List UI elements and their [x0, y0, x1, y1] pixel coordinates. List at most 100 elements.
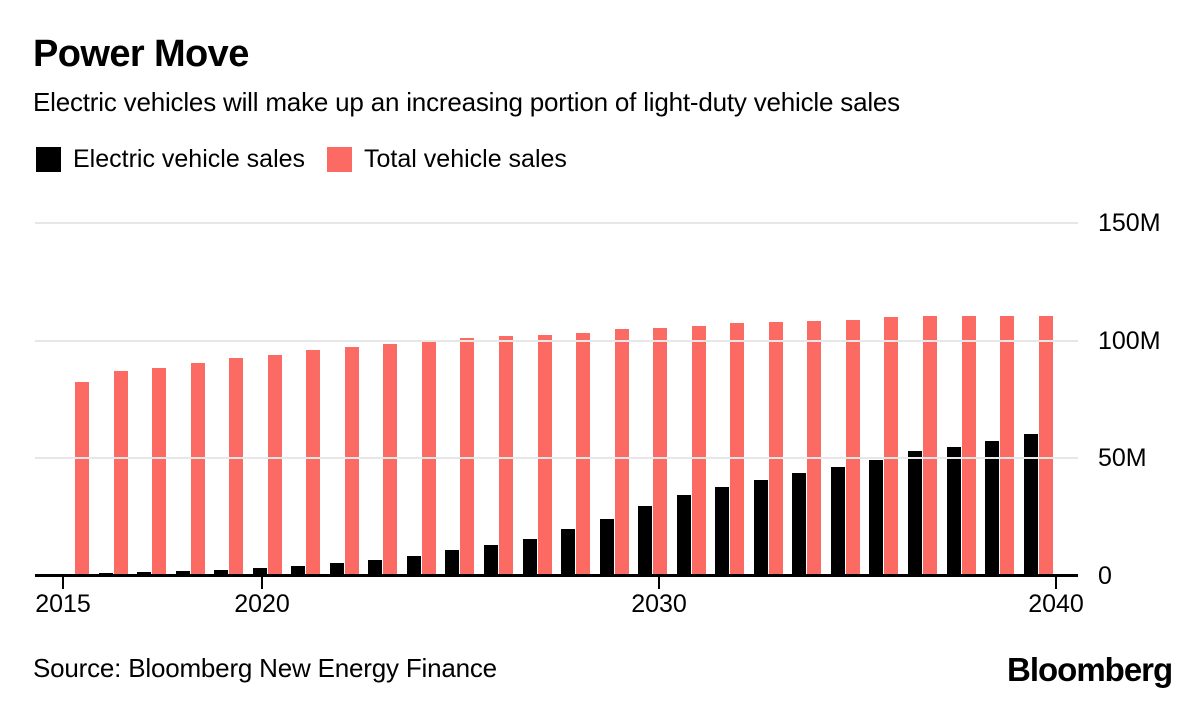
- bar-group-2039: [985, 316, 1015, 575]
- source-credit: Source: Bloomberg New Energy Finance: [33, 653, 497, 683]
- bar-group-2030: [638, 328, 668, 575]
- y-axis-label-100M: 100M: [1098, 327, 1161, 355]
- bar-group-2015: [60, 382, 89, 575]
- bar-total-2033: [768, 322, 783, 575]
- bar-group-2034: [792, 321, 822, 575]
- bar-ev-2017: [137, 572, 152, 575]
- bar-ev-2027: [522, 539, 537, 575]
- legend-swatch-red: [327, 147, 353, 172]
- legend-label: Electric vehicle sales: [73, 145, 306, 173]
- x-axis-tick-2030: [658, 576, 660, 589]
- bar-total-2035: [845, 320, 860, 575]
- bar-total-2019: [229, 358, 244, 575]
- bar-total-2023: [383, 344, 398, 575]
- bar-ev-2035: [830, 467, 845, 575]
- bar-group-2040: [1023, 316, 1053, 575]
- x-axis-label-2020: 2020: [234, 590, 290, 618]
- bar-group-2020: [252, 355, 282, 575]
- bar-total-2027: [537, 335, 552, 575]
- bar-ev-2040: [1023, 434, 1038, 575]
- x-axis-label-2030: 2030: [631, 590, 687, 618]
- bar-total-2018: [190, 363, 205, 575]
- bar-ev-2025: [445, 550, 460, 575]
- gridline-150M: [35, 222, 1078, 224]
- bar-group-2026: [484, 336, 514, 575]
- bar-total-2021: [306, 350, 321, 575]
- x-axis-tick-2020: [261, 576, 263, 589]
- bar-group-2031: [676, 326, 706, 575]
- bar-ev-2021: [291, 566, 306, 575]
- x-axis-tick-2040: [1055, 576, 1057, 589]
- bar-groups-container: [60, 222, 1053, 575]
- bar-group-2035: [830, 320, 860, 575]
- bar-group-2036: [869, 317, 899, 575]
- bar-total-2017: [152, 368, 167, 575]
- bar-total-2025: [460, 338, 475, 575]
- bar-ev-2028: [561, 529, 576, 575]
- chart-subtitle: Electric vehicles will make up an increa…: [33, 87, 900, 117]
- bar-group-2038: [946, 316, 976, 575]
- bar-group-2021: [291, 350, 321, 575]
- bar-group-2033: [753, 322, 783, 575]
- bar-group-2023: [368, 344, 398, 575]
- bar-total-2036: [884, 317, 899, 575]
- bar-ev-2022: [329, 563, 344, 575]
- bar-group-2017: [137, 368, 167, 575]
- bar-ev-2019: [214, 570, 229, 575]
- bar-total-2031: [691, 326, 706, 575]
- bar-group-2032: [715, 323, 745, 575]
- bar-total-2015: [75, 382, 89, 575]
- bar-total-2034: [807, 321, 822, 575]
- legend-label: Total vehicle sales: [364, 145, 567, 173]
- bar-ev-2026: [484, 545, 499, 575]
- bar-total-2032: [730, 323, 745, 575]
- y-axis-label-150M: 150M: [1098, 209, 1161, 237]
- bar-group-2028: [561, 333, 591, 575]
- bar-total-2026: [499, 336, 514, 575]
- y-axis-label-50M: 50M: [1098, 444, 1147, 472]
- bar-group-2016: [98, 371, 128, 575]
- legend-swatch-black: [36, 147, 61, 172]
- legend-item-electric-vehicle-sales: Electric vehicle sales: [36, 145, 305, 174]
- bar-group-2018: [175, 363, 205, 575]
- bar-group-2027: [522, 335, 552, 575]
- bar-total-2030: [653, 328, 668, 575]
- bar-group-2037: [908, 316, 938, 575]
- chart-legend: Electric vehicle sales Total vehicle sal…: [36, 145, 567, 174]
- x-axis-label-2015: 2015: [35, 590, 91, 618]
- y-axis-label-0: 0: [1098, 562, 1112, 590]
- bar-total-2028: [576, 333, 591, 575]
- bar-total-2022: [344, 347, 359, 575]
- bar-ev-2033: [753, 480, 768, 575]
- bar-ev-2031: [676, 495, 691, 575]
- bar-ev-2020: [252, 568, 267, 575]
- bar-ev-2037: [908, 451, 923, 575]
- bar-total-2038: [961, 316, 976, 575]
- bar-ev-2023: [368, 560, 383, 575]
- chart-title: Power Move: [33, 33, 249, 75]
- bar-total-2037: [923, 316, 938, 575]
- bar-group-2029: [599, 329, 629, 575]
- bar-ev-2018: [175, 571, 190, 575]
- bar-group-2025: [445, 338, 475, 575]
- bar-ev-2038: [946, 447, 961, 575]
- bar-ev-2029: [599, 519, 614, 575]
- bar-ev-2030: [638, 506, 653, 575]
- bar-ev-2024: [406, 556, 421, 575]
- bar-ev-2039: [985, 441, 1000, 575]
- bar-total-2039: [1000, 316, 1015, 575]
- gridline-50M: [35, 457, 1078, 459]
- bloomberg-logo: Bloomberg: [1007, 651, 1173, 688]
- bar-total-2020: [267, 355, 282, 575]
- bar-group-2019: [214, 358, 244, 575]
- bar-chart-plot-area: [35, 222, 1078, 589]
- legend-item-total-vehicle-sales: Total vehicle sales: [327, 145, 567, 174]
- bar-ev-2036: [869, 460, 884, 575]
- bar-ev-2034: [792, 473, 807, 575]
- bar-total-2029: [614, 329, 629, 575]
- bar-total-2016: [113, 371, 128, 575]
- bar-total-2040: [1038, 316, 1053, 575]
- x-axis-tick-2015: [62, 576, 64, 589]
- bar-ev-2032: [715, 487, 730, 575]
- x-axis-label-2040: 2040: [1028, 590, 1084, 618]
